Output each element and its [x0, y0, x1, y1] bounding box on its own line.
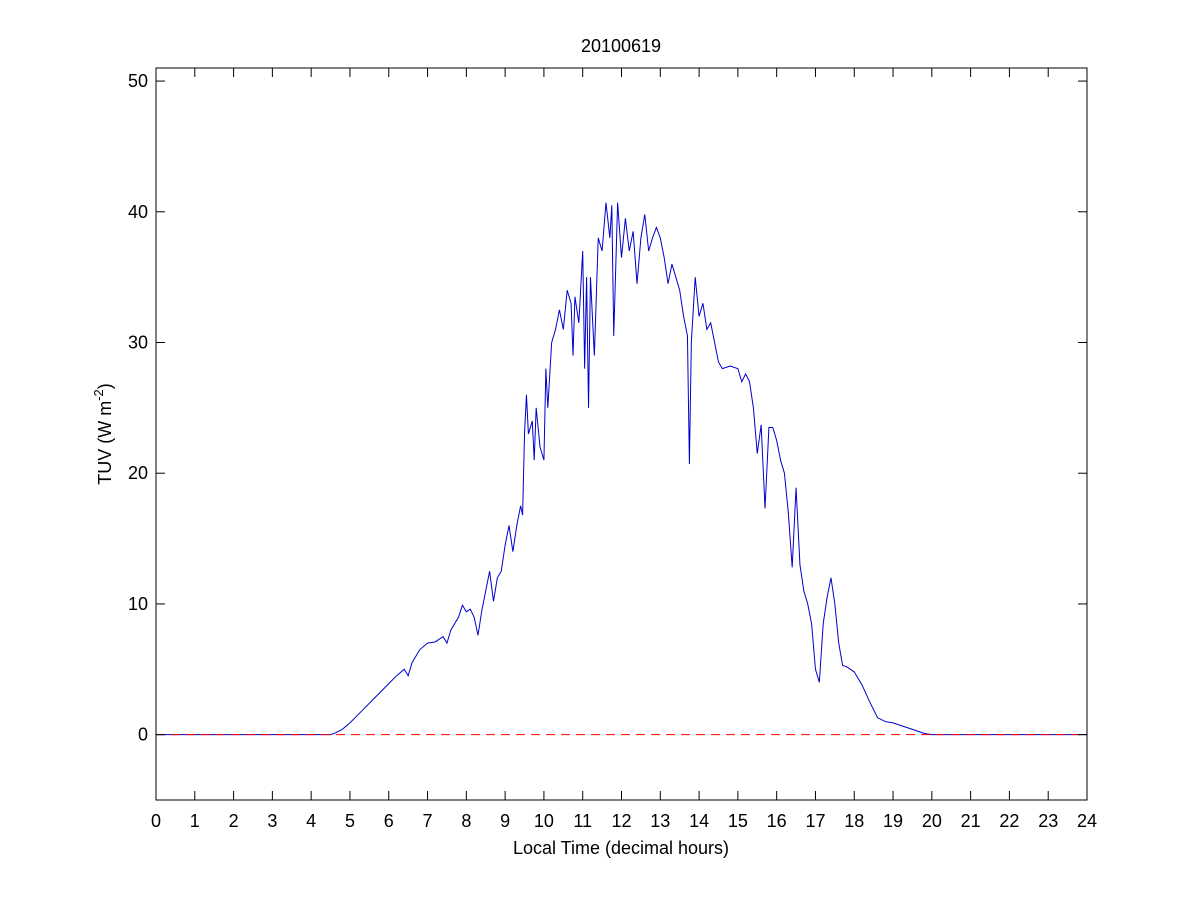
- x-tick-label: 15: [728, 811, 748, 831]
- x-tick-label: 6: [384, 811, 394, 831]
- x-tick-label: 12: [611, 811, 631, 831]
- y-tick-label: 40: [128, 202, 148, 222]
- x-tick-label: 22: [999, 811, 1019, 831]
- x-tick-label: 18: [844, 811, 864, 831]
- x-tick-label: 11: [573, 811, 592, 831]
- x-tick-label: 17: [805, 811, 825, 831]
- x-tick-label: 1: [190, 811, 200, 831]
- plot-frame: [155, 67, 1088, 801]
- y-axis-label-exponent: -2: [91, 389, 106, 401]
- y-tick-label: 30: [128, 333, 148, 353]
- x-axis-label: Local Time (decimal hours): [513, 838, 729, 858]
- y-axis-label-text: TUV (W m: [95, 401, 115, 485]
- x-tick-label: 24: [1077, 811, 1097, 831]
- x-tick-label: 20: [922, 811, 942, 831]
- x-tick-label: 19: [883, 811, 903, 831]
- chart-title: 20100619: [581, 36, 661, 56]
- x-tick-label: 10: [534, 811, 554, 831]
- y-axis-label-end: ): [95, 383, 115, 389]
- y-tick-label: 0: [138, 725, 148, 745]
- x-tick-label: 21: [961, 811, 981, 831]
- x-tick-label: 13: [650, 811, 670, 831]
- x-tick-label: 8: [461, 811, 471, 831]
- y-axis-label: TUV (W m-2): [91, 383, 115, 485]
- x-tick-label: 2: [229, 811, 239, 831]
- x-tick-label: 0: [151, 811, 161, 831]
- x-tick-label: 4: [306, 811, 316, 831]
- x-tick-label: 9: [500, 811, 510, 831]
- y-tick-label: 20: [128, 463, 148, 483]
- x-tick-label: 7: [423, 811, 433, 831]
- x-tick-label: 5: [345, 811, 355, 831]
- x-tick-label: 23: [1038, 811, 1058, 831]
- y-tick-label: 10: [128, 594, 148, 614]
- y-tick-label: 50: [128, 71, 148, 91]
- x-tick-label: 14: [689, 811, 709, 831]
- x-tick-label: 16: [767, 811, 787, 831]
- x-tick-label: 3: [267, 811, 277, 831]
- data-line: [156, 202, 1087, 736]
